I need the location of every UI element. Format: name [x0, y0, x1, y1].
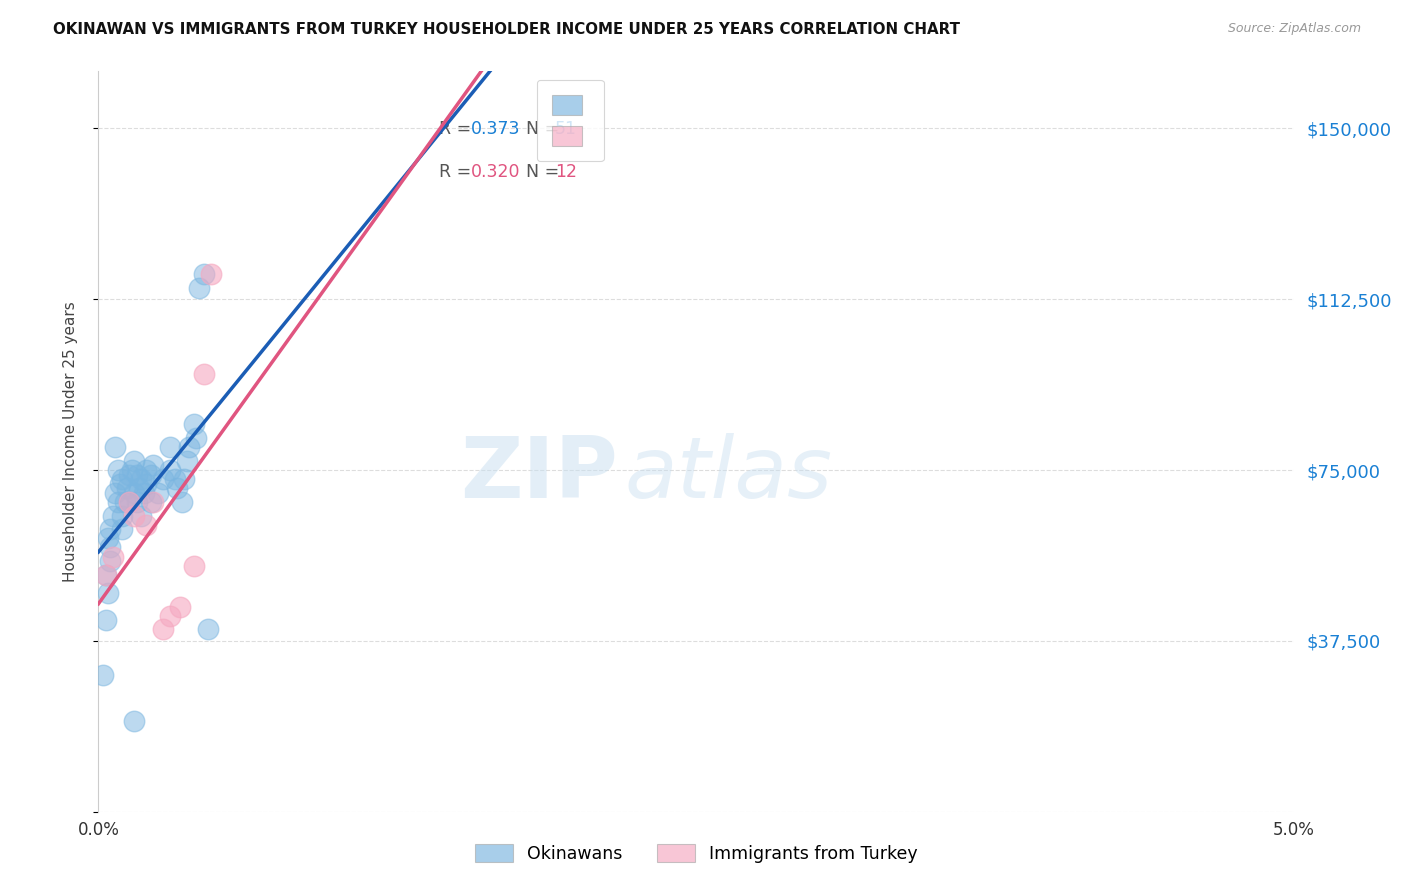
Text: Source: ZipAtlas.com: Source: ZipAtlas.com [1227, 22, 1361, 36]
Point [148, 485, 170, 500]
Point [97, 586, 120, 600]
Point [193, 368, 215, 382]
Point [125, 467, 148, 482]
Point [166, 481, 188, 495]
Point [94, 567, 117, 582]
Legend: Okinawans, Immigrants from Turkey: Okinawans, Immigrants from Turkey [468, 837, 924, 870]
Point [183, 417, 205, 432]
Point [115, 481, 138, 495]
Point [187, 281, 209, 295]
Point [111, 508, 134, 523]
Point [131, 508, 153, 523]
Point [183, 558, 205, 573]
Text: atlas: atlas [624, 434, 832, 516]
Point [121, 463, 143, 477]
Point [94, 613, 117, 627]
Point [97, 532, 120, 546]
Point [111, 522, 134, 536]
Point [169, 599, 191, 614]
Point [98, 554, 122, 568]
Point [108, 476, 131, 491]
Text: ZIP: ZIP [461, 434, 619, 516]
Point [135, 476, 157, 491]
Point [163, 472, 186, 486]
Point [159, 463, 181, 477]
Point [124, 454, 146, 468]
Point [114, 495, 136, 509]
Point [152, 472, 174, 486]
Point [173, 472, 195, 486]
Point [142, 458, 165, 473]
Point [94, 567, 117, 582]
Point [131, 472, 153, 486]
Text: N =: N = [526, 120, 565, 138]
Point [107, 463, 129, 477]
Point [193, 267, 215, 281]
Point [176, 454, 198, 468]
Y-axis label: Householder Income Under 25 years: Householder Income Under 25 years [63, 301, 77, 582]
Point [124, 485, 146, 500]
Point [139, 467, 162, 482]
Point [118, 495, 141, 509]
Point [91, 668, 114, 682]
Point [101, 508, 124, 523]
Point [128, 481, 150, 495]
Point [172, 495, 194, 509]
Point [118, 495, 141, 509]
Point [159, 440, 181, 454]
Text: 12: 12 [555, 163, 576, 181]
Point [139, 495, 162, 509]
Point [125, 495, 148, 509]
Point [98, 522, 122, 536]
Text: R =: R = [439, 163, 477, 181]
Point [98, 541, 122, 555]
Point [107, 495, 129, 509]
Text: 0.320: 0.320 [471, 163, 520, 181]
Point [124, 508, 146, 523]
Text: R =: R = [439, 120, 477, 138]
Point [179, 440, 201, 454]
Point [101, 549, 124, 564]
Point [200, 267, 222, 281]
Text: 0.373: 0.373 [471, 120, 520, 138]
Point [124, 714, 146, 728]
Text: N =: N = [526, 163, 565, 181]
Point [104, 485, 127, 500]
Point [104, 440, 127, 454]
Point [118, 467, 141, 482]
Point [159, 608, 181, 623]
Point [135, 517, 157, 532]
Text: OKINAWAN VS IMMIGRANTS FROM TURKEY HOUSEHOLDER INCOME UNDER 25 YEARS CORRELATION: OKINAWAN VS IMMIGRANTS FROM TURKEY HOUSE… [53, 22, 960, 37]
Point [152, 623, 174, 637]
Point [132, 485, 155, 500]
Point [186, 431, 208, 445]
Point [197, 623, 219, 637]
Point [135, 463, 157, 477]
Text: 51: 51 [555, 120, 576, 138]
Point [142, 495, 165, 509]
Point [111, 472, 134, 486]
